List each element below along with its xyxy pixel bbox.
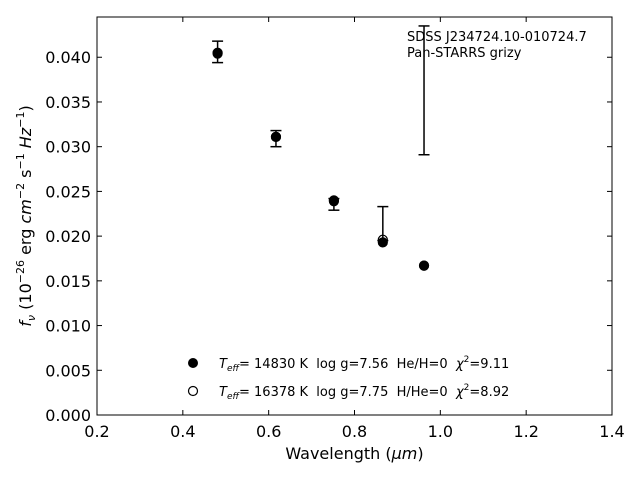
y-tick-label: 0.015: [45, 272, 91, 291]
model-point-open: [377, 234, 388, 245]
y-tick-label: 0.000: [45, 406, 91, 425]
model-point-open: [270, 131, 282, 142]
y-tick-label: 0.025: [45, 182, 91, 201]
y-tick-label: 0.035: [45, 93, 91, 112]
y-axis-ticks: 0.000 0.005 0.010 0.015 0.020 0.025 0.030 0.035…: [45, 48, 612, 425]
model-point-open: [212, 48, 223, 59]
x-tick-label: 0.4: [170, 422, 195, 441]
legend: Teff= 14830 K log g=7.56 He/H=0 χ2=9.11 …: [187, 355, 509, 402]
legend-entry-1: Teff= 14830 K log g=7.56 He/H=0 χ2=9.11: [219, 355, 509, 374]
annotation-survey: Pan-STARRS grizy: [407, 46, 522, 61]
legend-entry-2: Teff= 16378 K log g=7.75 H/He=0 χ2=8.92: [219, 383, 509, 402]
data-points: [212, 47, 430, 271]
model-point-open: [328, 195, 339, 206]
annotation-object-name: SDSS J234724.10-010724.7: [407, 30, 587, 45]
model-point-open: [418, 260, 430, 271]
x-tick-label: 1.4: [599, 422, 624, 441]
x-axis-ticks: 0.2 0.4 0.6 0.8 1.0 1.2 1.4: [84, 17, 625, 441]
model-point-filled: [377, 237, 388, 248]
legend-marker-open: [187, 385, 199, 397]
x-axis-label: Wavelength (μm): [285, 444, 423, 463]
x-tick-label: 1.2: [513, 422, 538, 441]
x-tick-label: 0.8: [342, 422, 367, 441]
y-axis-label: fν (10−26 erg cm−2 s−1 Hz−1): [14, 105, 38, 326]
plot-area: [96, 16, 613, 416]
y-tick-label: 0.020: [45, 227, 91, 246]
x-tick-label: 0.6: [256, 422, 281, 441]
x-tick-label: 1.0: [428, 422, 453, 441]
y-tick-label: 0.010: [45, 317, 91, 336]
legend-marker-filled: [188, 358, 198, 368]
x-tick-label: 0.2: [84, 422, 109, 441]
y-tick-label: 0.040: [45, 48, 91, 67]
y-tick-label: 0.030: [45, 138, 91, 157]
y-tick-label: 0.005: [45, 361, 91, 380]
